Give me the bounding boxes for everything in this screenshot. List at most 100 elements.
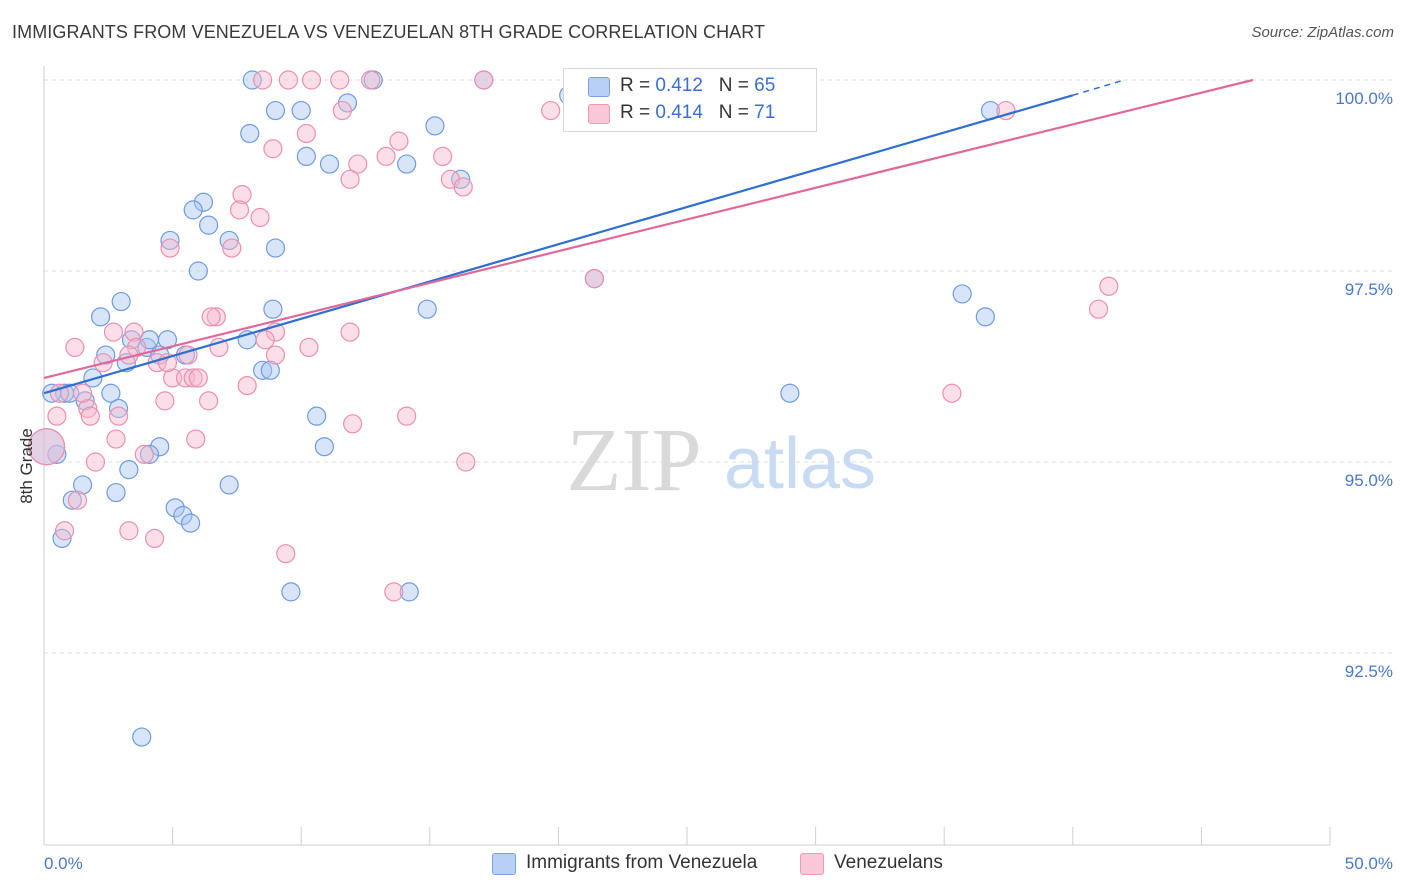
- immigrants-point: [108, 398, 129, 419]
- immigrants-point: [253, 360, 273, 380]
- venezuelans-point: [330, 70, 350, 90]
- venezuelans-point: [348, 154, 368, 174]
- immigrants-point: [219, 230, 239, 251]
- venezuelans-point: [278, 70, 298, 90]
- legend-swatch-blue: [588, 77, 610, 97]
- venezuelans-point: [85, 452, 106, 472]
- venezuelans-point: [340, 322, 360, 342]
- immigrants-point: [119, 460, 139, 480]
- grid-lines: [44, 79, 1395, 654]
- venezuelans-point: [232, 185, 252, 205]
- immigrants-point: [425, 116, 445, 136]
- legend-r-label: R =: [620, 75, 656, 96]
- venezuelans-point: [54, 521, 75, 541]
- immigrants-point: [72, 475, 93, 495]
- venezuelans-point: [1088, 299, 1109, 319]
- venezuelans-point: [78, 398, 98, 419]
- venezuelans-point: [332, 100, 352, 121]
- venezuelans-point: [65, 337, 85, 357]
- venezuelans-point: [253, 70, 273, 90]
- immigrants-point: [62, 490, 82, 510]
- immigrants-trend-extension: [1072, 79, 1125, 96]
- venezuelans-point: [541, 100, 561, 121]
- immigrants-point: [96, 345, 116, 365]
- y-tick-label: 92.5%: [1345, 662, 1393, 681]
- venezuelans-point: [1099, 276, 1119, 296]
- venezuelans-point: [222, 238, 242, 258]
- immigrants-point: [265, 100, 286, 121]
- venezuelans-point: [584, 269, 605, 289]
- immigrants-point: [975, 307, 995, 327]
- venezuelans-point: [340, 169, 360, 189]
- immigrants-point: [139, 444, 160, 464]
- venezuelans-trend-line: [43, 78, 1254, 380]
- legend-text: R = 0.414 N = 71: [620, 102, 775, 124]
- immigrants-point: [296, 146, 316, 166]
- immigrants-point: [397, 154, 417, 174]
- legend-n-label: N =: [718, 102, 755, 123]
- bottom-legend-swatch-blue: [492, 853, 516, 875]
- immigrants-point: [188, 261, 208, 281]
- venezuelans-point: [188, 368, 208, 388]
- immigrants-point: [181, 513, 201, 533]
- bottom-legend-swatch-pink: [800, 853, 824, 875]
- source-label: Source: ZipAtlas.com: [1251, 24, 1394, 41]
- legend-r-value: 0.412: [655, 75, 703, 96]
- venezuelans-point: [343, 414, 363, 434]
- venezuelans-point: [456, 452, 476, 472]
- venezuelans-point: [119, 521, 139, 541]
- venezuelans-point: [299, 337, 319, 357]
- immigrants-point: [240, 123, 260, 144]
- watermark: ZIP atlas: [567, 411, 877, 510]
- venezuelans-point: [160, 238, 180, 258]
- venezuelans-point: [265, 345, 286, 365]
- immigrants-point: [199, 215, 219, 235]
- immigrants-point: [281, 582, 301, 602]
- immigrants-point: [150, 437, 170, 457]
- immigrants-point: [263, 299, 283, 319]
- immigrants-point: [417, 299, 437, 319]
- watermark-atlas: atlas: [724, 424, 876, 504]
- y-axis-label: 8th Grade: [17, 428, 36, 504]
- immigrants-point: [90, 307, 111, 327]
- immigrants-point: [183, 200, 203, 220]
- venezuelans-point: [384, 582, 404, 602]
- venezuelans-point: [134, 444, 154, 464]
- legend-r-value: 0.414: [655, 102, 703, 123]
- watermark-zip: ZIP: [567, 411, 702, 510]
- immigrants-point: [193, 192, 214, 212]
- venezuelans-point: [80, 406, 100, 426]
- immigrants-point: [52, 528, 72, 549]
- immigrants-point: [307, 406, 327, 426]
- venezuelans-point: [183, 368, 203, 388]
- venezuelans-point: [397, 406, 417, 426]
- venezuelans-point: [206, 307, 226, 327]
- trend-lines: [43, 78, 1254, 395]
- legend-row-immigrants: R = 0.412 N = 65: [588, 75, 775, 99]
- series-immigrants-points: [27, 70, 1001, 747]
- legend-swatch-pink: [588, 104, 610, 124]
- immigrants-point: [314, 437, 334, 457]
- legend-n-value: 71: [754, 102, 776, 123]
- venezuelans-point: [186, 429, 206, 449]
- venezuelans-point: [389, 131, 409, 151]
- venezuelans-point: [108, 406, 129, 426]
- venezuelans-point: [106, 429, 126, 449]
- venezuelans-point: [250, 207, 270, 228]
- immigrants-point: [75, 391, 95, 411]
- immigrants-point: [219, 475, 239, 495]
- immigrants-point: [291, 100, 311, 121]
- venezuelans-point: [361, 70, 381, 90]
- venezuelans-point: [229, 200, 250, 220]
- immigrants-point: [132, 727, 152, 747]
- venezuelans-point: [301, 70, 322, 90]
- y-tick-label: 100.0%: [1335, 89, 1393, 108]
- y-tick-label: 97.5%: [1345, 280, 1393, 299]
- bottom-legend-label: Venezuelans: [834, 852, 943, 873]
- venezuelans-point: [942, 383, 962, 403]
- venezuelans-point: [376, 146, 396, 166]
- immigrants-point: [265, 238, 286, 258]
- legend-n-label: N =: [718, 75, 755, 96]
- legend-n-value: 65: [754, 75, 776, 96]
